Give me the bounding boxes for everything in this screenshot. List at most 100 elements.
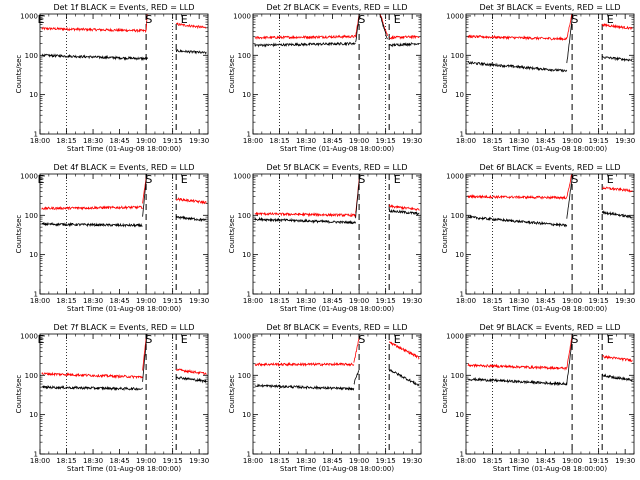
lld-series-line xyxy=(41,26,147,34)
y-tick-label: 1 xyxy=(34,291,38,299)
lld-series-line xyxy=(142,334,148,371)
events-series-line xyxy=(176,376,207,384)
x-tick-label: 18:00 xyxy=(243,297,263,305)
x-tick-label: 18:45 xyxy=(322,457,342,465)
chart-data-area xyxy=(254,14,420,48)
y-axis-label: Counts/sec xyxy=(228,215,236,254)
x-tick-label: 19:30 xyxy=(189,297,209,305)
x-tick-label: 19:00 xyxy=(349,297,369,305)
y-tick-label: 1000 xyxy=(20,172,38,180)
x-tick-label: 19:15 xyxy=(376,457,396,465)
events-series-line xyxy=(254,216,356,225)
x-tick-label: 18:00 xyxy=(30,297,50,305)
events-series-line xyxy=(142,174,148,217)
x-tick-label: 19:00 xyxy=(562,457,582,465)
y-tick-label: 1 xyxy=(247,291,251,299)
x-tick-label: 18:30 xyxy=(509,297,529,305)
events-series-line xyxy=(355,174,361,219)
x-tick-label: 19:15 xyxy=(589,137,609,145)
plot-frame xyxy=(39,173,209,295)
y-tick-label: 10 xyxy=(29,411,38,419)
plot-frame xyxy=(465,333,635,455)
x-tick-label: 18:30 xyxy=(83,457,103,465)
events-series-line xyxy=(467,376,568,387)
events-series-line xyxy=(254,41,356,48)
y-tick-label: 10 xyxy=(242,91,251,99)
lld-series-line xyxy=(353,336,360,363)
lld-series-line xyxy=(602,354,633,363)
y-tick-label: 100 xyxy=(25,52,38,60)
x-tick-label: 18:00 xyxy=(456,137,476,145)
x-tick-label: 19:15 xyxy=(163,297,183,305)
events-series-line xyxy=(566,174,573,219)
x-tick-label: 19:00 xyxy=(136,297,156,305)
x-axis-label: Start Time (01-Aug-08 18:00:00) xyxy=(280,305,394,313)
y-tick-label: 1 xyxy=(460,131,464,139)
event-marker-S: S xyxy=(358,13,365,26)
chart-data-area xyxy=(467,14,633,73)
chart-title: Det 5f BLACK = Events, RED = LLD xyxy=(266,163,407,172)
y-tick-label: 1000 xyxy=(446,172,464,180)
x-tick-label: 18:00 xyxy=(30,137,50,145)
x-tick-label: 18:45 xyxy=(535,457,555,465)
events-series-line xyxy=(467,214,568,228)
y-tick-label: 100 xyxy=(451,52,464,60)
events-series-line xyxy=(175,215,207,223)
event-marker-E: E xyxy=(181,173,188,186)
y-tick-label: 1 xyxy=(247,131,251,139)
event-marker-E: E xyxy=(607,333,614,346)
chart-title: Det 4f BLACK = Events, RED = LLD xyxy=(53,163,194,172)
lld-series-line xyxy=(601,185,633,193)
events-series-line xyxy=(142,334,148,382)
y-tick-label: 1000 xyxy=(446,332,464,340)
x-axis-label: Start Time (01-Aug-08 18:00:00) xyxy=(493,145,607,153)
y-axis-label: Counts/sec xyxy=(441,55,449,94)
chart-title: Det 6f BLACK = Events, RED = LLD xyxy=(479,163,620,172)
lld-series-line xyxy=(254,34,356,40)
lld-series-line xyxy=(379,14,388,36)
lld-series-line xyxy=(142,174,147,204)
x-tick-label: 18:45 xyxy=(109,297,129,305)
lld-series-line xyxy=(566,14,573,39)
x-axis-label: Start Time (01-Aug-08 18:00:00) xyxy=(493,465,607,473)
x-tick-label: 19:30 xyxy=(615,137,635,145)
x-tick-label: 19:30 xyxy=(189,457,209,465)
x-tick-label: 18:30 xyxy=(296,457,316,465)
lld-series-line xyxy=(254,361,355,367)
events-series-line xyxy=(41,221,143,228)
event-marker-S: S xyxy=(358,333,365,346)
events-series-line xyxy=(388,42,420,48)
event-marker-E: E xyxy=(394,173,401,186)
y-tick-label: 10 xyxy=(455,251,464,259)
events-series-line xyxy=(566,14,574,64)
lld-series-line xyxy=(176,22,207,30)
chart-panel-det-3: Det 3f BLACK = Events, RED = LLD 1 10 100 10… xyxy=(441,3,635,153)
y-axis-label: Counts/sec xyxy=(15,215,23,254)
y-axis-label: Counts/sec xyxy=(441,215,449,254)
event-marker-E: E xyxy=(38,13,45,26)
x-tick-label: 19:00 xyxy=(349,457,369,465)
y-axis-label: Counts/sec xyxy=(228,55,236,94)
lld-series-line xyxy=(388,341,420,360)
y-tick-label: 1000 xyxy=(446,12,464,20)
chart-title: Det 8f BLACK = Events, RED = LLD xyxy=(266,323,407,332)
x-tick-label: 19:00 xyxy=(562,297,582,305)
chart-panel-det-2: Det 2f BLACK = Events, RED = LLD 1 10 100 10… xyxy=(228,3,422,153)
x-tick-label: 18:45 xyxy=(322,137,342,145)
x-axis-label: Start Time (01-Aug-08 18:00:00) xyxy=(280,145,394,153)
lld-series-line xyxy=(467,34,568,42)
chart-title: Det 7f BLACK = Events, RED = LLD xyxy=(53,323,194,332)
events-series-line xyxy=(41,53,147,61)
event-marker-E: E xyxy=(394,13,401,26)
chart-title: Det 3f BLACK = Events, RED = LLD xyxy=(479,3,620,12)
x-tick-label: 18:15 xyxy=(56,297,76,305)
chart-title: Det 2f BLACK = Events, RED = LLD xyxy=(266,3,407,12)
x-tick-label: 19:15 xyxy=(376,137,396,145)
x-tick-label: 18:30 xyxy=(83,137,103,145)
chart-title: Det 1f BLACK = Events, RED = LLD xyxy=(53,3,194,12)
lld-series-line xyxy=(388,204,420,211)
chart-data-area xyxy=(41,14,207,61)
x-tick-label: 19:15 xyxy=(589,297,609,305)
lld-series-line xyxy=(566,174,573,197)
